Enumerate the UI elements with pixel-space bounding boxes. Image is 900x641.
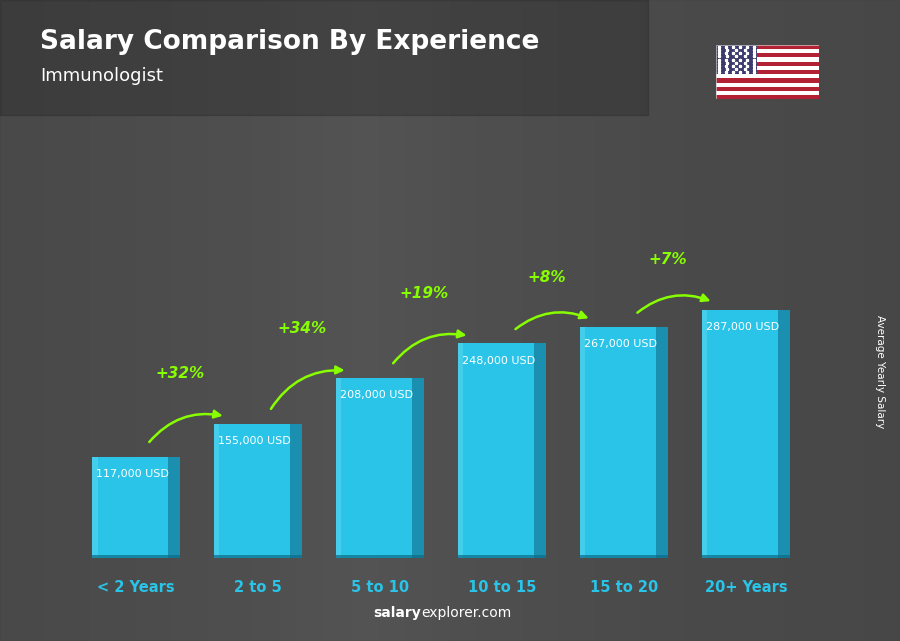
Bar [716,83,819,87]
Bar [93,456,97,558]
Text: 208,000 USD: 208,000 USD [340,390,413,400]
Text: 287,000 USD: 287,000 USD [706,322,778,332]
Bar [580,327,585,558]
Text: Salary Comparison By Experience: Salary Comparison By Experience [40,29,540,55]
Bar [214,424,220,558]
Polygon shape [534,344,546,558]
Bar [716,78,819,83]
Text: 15 to 20: 15 to 20 [590,580,658,595]
Bar [716,91,819,95]
Bar [214,424,290,558]
Text: 5 to 10: 5 to 10 [351,580,410,595]
Text: 10 to 15: 10 to 15 [468,580,536,595]
Bar [580,554,668,558]
Text: 117,000 USD: 117,000 USD [96,469,169,479]
Bar [580,327,655,558]
Bar [702,554,789,558]
Bar [93,456,168,558]
Bar [458,554,546,558]
Text: +32%: +32% [156,367,205,381]
Text: explorer.com: explorer.com [421,606,511,620]
Text: 248,000 USD: 248,000 USD [462,356,535,365]
Bar [716,70,819,74]
Text: +8%: +8% [526,270,565,285]
Text: salary: salary [374,606,421,620]
Bar [716,45,819,49]
Polygon shape [411,378,424,558]
Text: 267,000 USD: 267,000 USD [584,339,657,349]
Text: 2 to 5: 2 to 5 [234,580,282,595]
Bar [336,378,341,558]
Bar [716,74,819,78]
Bar [336,554,424,558]
Bar [716,53,819,58]
Text: +7%: +7% [649,253,688,267]
Polygon shape [290,424,302,558]
Text: 155,000 USD: 155,000 USD [218,436,291,446]
Text: < 2 Years: < 2 Years [97,580,175,595]
Bar [702,310,707,558]
Bar [716,49,819,53]
Bar [716,87,819,91]
Bar [336,378,411,558]
Text: 20+ Years: 20+ Years [705,580,788,595]
Text: +34%: +34% [278,320,327,336]
Bar [702,310,778,558]
Bar [716,58,819,62]
Bar [214,554,302,558]
Bar [716,45,757,74]
Bar [458,344,464,558]
Bar [716,62,819,66]
Text: Average Yearly Salary: Average Yearly Salary [875,315,886,428]
Polygon shape [168,456,180,558]
Text: Immunologist: Immunologist [40,67,164,85]
Polygon shape [778,310,789,558]
Polygon shape [655,327,668,558]
Text: +19%: +19% [400,286,449,301]
Bar [716,95,819,99]
Bar [716,66,819,70]
Bar [0,0,648,115]
Bar [93,554,180,558]
Bar [458,344,534,558]
